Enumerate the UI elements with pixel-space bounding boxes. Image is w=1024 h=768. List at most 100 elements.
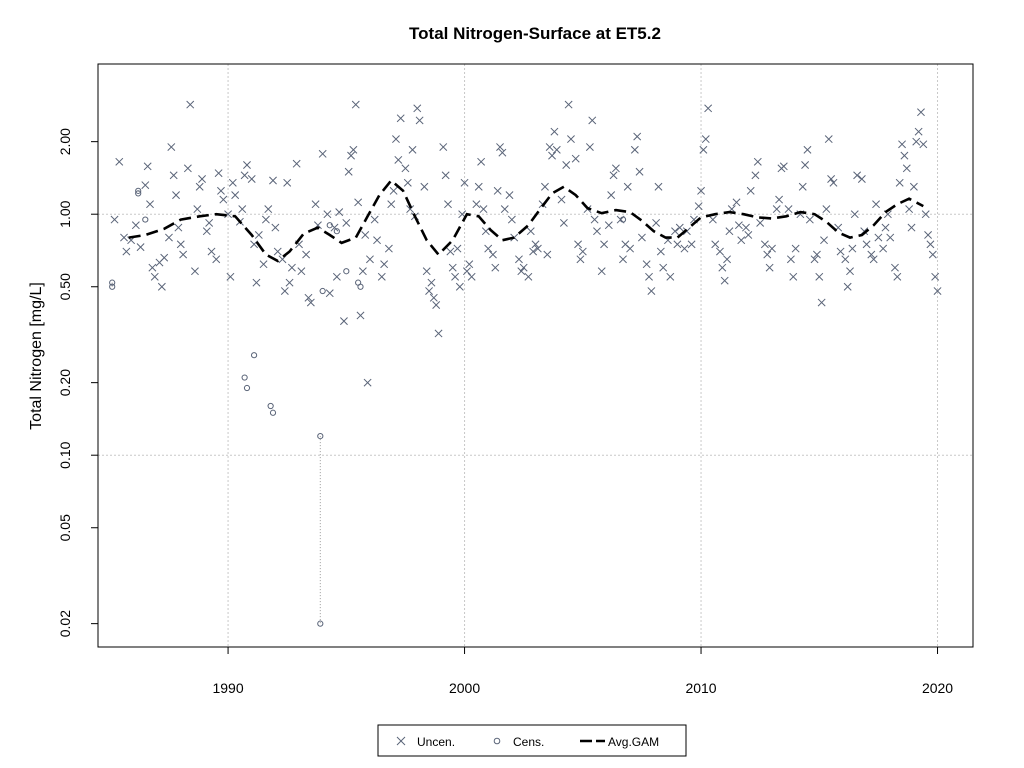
- uncen-point: [798, 182, 807, 191]
- y-tick-label: 0.20: [57, 369, 73, 396]
- uncen-point: [654, 182, 663, 191]
- uncen-point-stroke: [347, 151, 355, 160]
- uncen-point-stroke: [396, 114, 405, 123]
- uncen-point-stroke: [779, 162, 788, 171]
- uncen-point-stroke: [675, 223, 684, 232]
- legend: Uncen. Cens. Avg.GAM: [377, 724, 687, 757]
- uncen-point-stroke: [219, 195, 228, 204]
- uncen-point-stroke: [633, 132, 642, 141]
- uncen-point-stroke: [708, 215, 717, 224]
- uncen-point: [169, 171, 178, 180]
- legend-gam-label: Avg.GAM: [608, 735, 659, 749]
- uncen-point: [562, 161, 571, 169]
- uncen-point-stroke: [933, 287, 942, 295]
- uncen-point: [505, 191, 514, 200]
- legend-cens-marker: [493, 737, 501, 745]
- uncen-point: [623, 182, 632, 191]
- uncen-point: [850, 210, 859, 219]
- uncen-point: [924, 231, 933, 239]
- uncen-point-stroke: [479, 205, 488, 214]
- uncen-point-stroke: [285, 278, 294, 287]
- uncen-point: [898, 140, 907, 149]
- uncen-point: [207, 247, 216, 256]
- uncen-point-stroke: [517, 267, 526, 276]
- uncen-point-stroke: [578, 247, 587, 256]
- uncensored-points: [110, 100, 942, 387]
- uncen-point: [846, 267, 854, 276]
- uncen-point-stroke: [514, 255, 523, 264]
- uncen-point: [439, 143, 448, 151]
- uncen-point: [446, 247, 455, 256]
- uncen-point-stroke: [217, 186, 225, 195]
- uncen-point: [637, 233, 646, 242]
- uncen-point-stroke: [848, 244, 857, 253]
- uncen-point-stroke: [531, 240, 540, 249]
- uncen-point-stroke: [413, 104, 422, 113]
- uncen-point-stroke: [718, 263, 727, 272]
- uncen-point: [356, 311, 365, 320]
- y-tick-label: 2.00: [57, 128, 73, 155]
- uncen-point-stroke: [642, 260, 651, 269]
- cens-point: [109, 279, 116, 286]
- uncen-point: [460, 178, 469, 187]
- y-axis: 0.02 0.05 0.10 0.20 0.50 1.00 2.00: [57, 128, 98, 637]
- uncen-point-stroke: [699, 145, 708, 154]
- uncen-point: [820, 236, 828, 245]
- uncen-point-stroke: [408, 145, 417, 154]
- uncen-point-stroke: [392, 135, 400, 144]
- uncen-point-stroke: [559, 218, 568, 227]
- uncen-point-stroke: [150, 272, 159, 281]
- uncen-point-stroke: [869, 255, 878, 264]
- uncen-point: [335, 208, 344, 217]
- uncen-point: [141, 181, 150, 190]
- uncen-point-stroke: [900, 151, 909, 160]
- censored-ranges: [111, 190, 321, 624]
- uncen-point: [448, 263, 457, 272]
- cens-point: [241, 374, 248, 381]
- y-tick-label: 0.50: [57, 273, 73, 300]
- uncen-point-stroke: [836, 247, 845, 256]
- uncen-point-stroke: [302, 250, 311, 259]
- uncen-point-stroke: [474, 182, 483, 191]
- uncen-point-stroke: [609, 171, 618, 180]
- uncen-point-stroke: [444, 200, 452, 209]
- uncen-point: [571, 154, 580, 163]
- uncen-point: [578, 247, 587, 256]
- x-tick-label: 1990: [212, 680, 243, 696]
- cens-point: [343, 268, 350, 275]
- y-tick-label: 1.00: [57, 200, 73, 227]
- uncen-point: [261, 215, 270, 224]
- uncen-point: [701, 135, 710, 144]
- uncen-point: [812, 250, 821, 259]
- uncen-point-stroke: [567, 135, 575, 144]
- uncen-point-stroke: [477, 157, 486, 166]
- cens-point: [317, 433, 324, 440]
- uncen-point-stroke: [786, 255, 795, 264]
- uncen-point-stroke: [273, 247, 282, 256]
- uncen-point-stroke: [611, 164, 620, 173]
- uncen-point-stroke: [146, 200, 154, 209]
- uncen-point-stroke: [467, 272, 476, 281]
- uncen-point: [768, 244, 776, 253]
- uncen-point: [732, 198, 741, 207]
- uncen-point-stroke: [914, 127, 923, 136]
- uncen-point: [408, 145, 417, 154]
- uncen-point: [465, 260, 474, 269]
- uncen-point: [829, 178, 838, 187]
- uncen-point: [198, 175, 207, 183]
- uncen-point-stroke: [812, 250, 821, 259]
- uncen-point: [519, 263, 528, 272]
- uncen-point-stroke: [552, 145, 561, 154]
- uncen-point-stroke: [571, 154, 580, 163]
- uncen-point-stroke: [429, 293, 438, 302]
- uncen-point: [252, 278, 261, 287]
- uncen-point-stroke: [746, 186, 755, 195]
- uncen-point: [857, 175, 866, 183]
- legend-uncen-label: Uncen.: [417, 735, 455, 749]
- uncen-point: [176, 240, 185, 249]
- uncen-point: [254, 231, 263, 239]
- uncen-point: [635, 167, 644, 176]
- uncen-point: [600, 240, 609, 249]
- uncen-point: [867, 250, 876, 259]
- uncen-point-stroke: [439, 143, 448, 151]
